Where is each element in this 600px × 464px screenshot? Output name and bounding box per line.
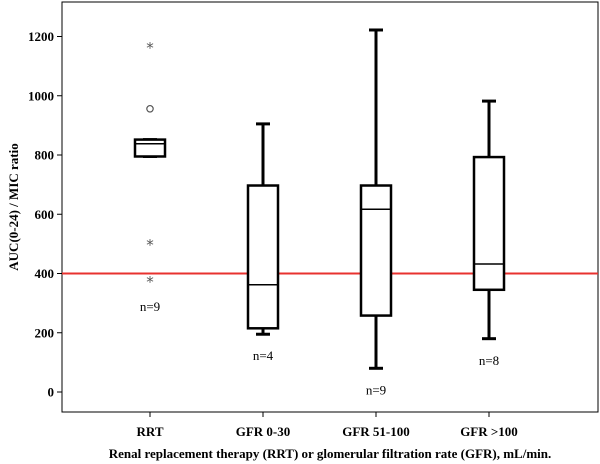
y-axis-title: AUC(0-24) / MIC ratio xyxy=(6,143,21,270)
iqr-box xyxy=(359,184,393,317)
plot-area: 0 200 400 600 800 1000 1200 RRT * * * n=9 GFR 0-30 n=… xyxy=(28,1,599,439)
extreme-star: * xyxy=(146,236,154,254)
y-tick-label: 800 xyxy=(35,148,55,163)
y-tick-label: 1200 xyxy=(28,29,54,44)
iqr-box xyxy=(246,184,280,330)
sample-size-label: n=9 xyxy=(366,383,386,398)
iqr-box xyxy=(133,138,167,158)
y-tick-label: 1000 xyxy=(28,88,54,103)
x-category-label: GFR >100 xyxy=(460,424,518,439)
extreme-star: * xyxy=(146,39,154,57)
sample-size-label: n=4 xyxy=(253,348,274,363)
outlier-circle xyxy=(146,104,154,113)
y-tick-label: 400 xyxy=(35,266,55,281)
sample-size-label: n=9 xyxy=(140,299,160,314)
plot-frame xyxy=(61,1,599,413)
y-tick-label: 0 xyxy=(48,385,55,400)
y-tick-label: 200 xyxy=(35,325,55,340)
y-tick-label: 600 xyxy=(35,207,55,222)
iqr-box xyxy=(472,155,506,292)
extreme-star: * xyxy=(146,273,154,291)
x-category-label: GFR 0-30 xyxy=(236,424,291,439)
x-category-label: RRT xyxy=(137,424,164,439)
x-category-label: GFR 51-100 xyxy=(342,424,410,439)
x-axis-title: Renal replacement therapy (RRT) or glome… xyxy=(109,446,552,461)
sample-size-label: n=8 xyxy=(479,353,499,368)
